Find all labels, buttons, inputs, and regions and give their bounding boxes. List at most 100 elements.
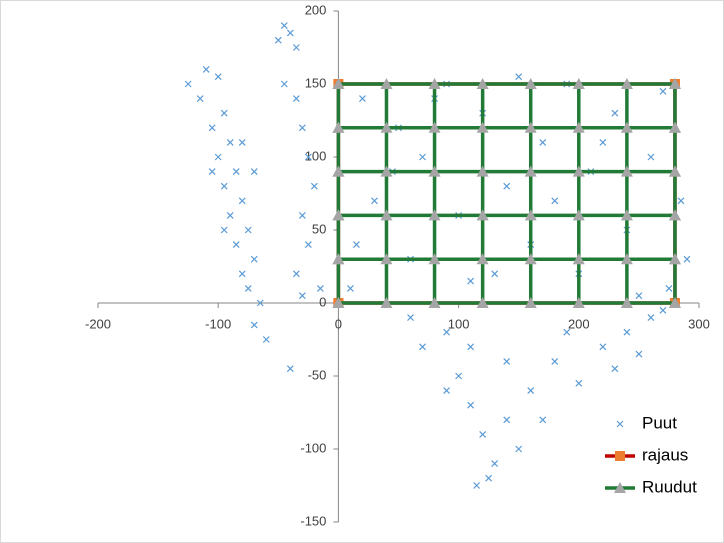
y-tick-label: 200 <box>305 2 327 17</box>
series-line <box>336 82 677 305</box>
series-marker <box>620 78 633 89</box>
series-marker <box>524 297 537 308</box>
tree-point <box>214 73 222 81</box>
tree-point <box>262 336 270 343</box>
tree-point <box>371 197 378 205</box>
series-marker <box>428 297 441 308</box>
legend-marker <box>615 451 625 461</box>
tree-point <box>503 357 511 365</box>
series-marker <box>572 209 585 221</box>
tree-point <box>232 168 240 176</box>
y-tick-label: 100 <box>305 148 327 163</box>
y-tick-label: 150 <box>305 75 327 90</box>
tree-point <box>346 284 354 292</box>
series-marker <box>524 165 537 177</box>
series-marker <box>380 121 393 133</box>
tree-point <box>226 138 234 146</box>
series-marker <box>428 253 441 265</box>
y-tick-label: 50 <box>312 221 326 236</box>
tree-point <box>220 226 228 234</box>
series-marker <box>332 253 345 265</box>
tree-point <box>298 211 306 219</box>
series-marker <box>668 297 681 308</box>
tree-point <box>256 299 264 307</box>
tree-point <box>539 416 547 424</box>
tree-point <box>304 153 312 161</box>
tree-point <box>298 292 306 300</box>
tree-point <box>184 80 192 88</box>
x-tick-label: 100 <box>448 316 470 331</box>
y-tick-label: -50 <box>308 367 327 382</box>
tree-point <box>443 328 451 336</box>
series-marker <box>668 209 681 221</box>
tree-point <box>467 277 475 285</box>
tree-point <box>551 197 559 205</box>
tree-point <box>238 270 246 278</box>
tree-point <box>292 95 300 103</box>
tree-point <box>250 168 258 176</box>
tree-point <box>274 36 282 44</box>
series-marker <box>332 78 345 89</box>
tree-point <box>611 109 619 117</box>
legend-label: Ruudut <box>642 477 697 496</box>
tree-point <box>503 182 511 190</box>
series-marker <box>332 165 345 177</box>
tree-point <box>599 138 607 146</box>
tree-point <box>659 306 667 314</box>
tree-point <box>286 29 294 37</box>
tree-point <box>208 168 216 176</box>
tree-point <box>515 445 523 453</box>
tree-point <box>298 124 306 132</box>
legend-marker <box>614 482 626 493</box>
tree-point <box>280 80 288 88</box>
tree-point <box>623 328 631 336</box>
tree-point <box>575 379 583 387</box>
tree-point <box>683 255 691 263</box>
tree-point <box>443 387 451 395</box>
tree-point <box>539 138 547 146</box>
series-marker <box>524 78 537 89</box>
series-marker <box>428 121 441 133</box>
legend-label: Puut <box>642 413 677 432</box>
series-marker <box>380 165 393 177</box>
tree-point <box>244 284 252 292</box>
series-marker <box>380 78 393 89</box>
series-marker <box>476 121 489 133</box>
tree-point <box>202 65 210 73</box>
series-marker <box>332 297 345 308</box>
series-marker <box>668 253 681 265</box>
series-marker <box>668 78 681 89</box>
tree-point <box>226 211 234 219</box>
x-tick-label: -100 <box>205 316 231 331</box>
tree-point <box>515 73 523 81</box>
series-marker <box>380 297 393 308</box>
tree-point <box>563 328 571 336</box>
series-marker <box>620 121 633 133</box>
tree-point <box>220 109 228 117</box>
tree-point <box>665 284 673 292</box>
tree-point <box>599 343 607 351</box>
tree-point <box>220 182 228 190</box>
tree-point <box>419 343 426 351</box>
series-marker <box>380 253 393 265</box>
series-marker <box>332 209 345 221</box>
tree-point <box>473 482 481 489</box>
tree-point <box>316 284 324 292</box>
series-marker <box>572 165 585 177</box>
x-tick-label: 200 <box>568 316 590 331</box>
tree-point <box>238 138 246 146</box>
tree-point <box>635 292 643 300</box>
series-marker <box>668 121 681 133</box>
tree-point <box>244 226 252 234</box>
tree-point <box>238 197 246 205</box>
series-marker <box>476 209 489 221</box>
tree-point <box>659 87 667 95</box>
series-marker <box>620 253 633 265</box>
tree-point <box>485 474 493 482</box>
tree-point <box>304 241 312 249</box>
x-tick-label: 0 <box>335 316 342 331</box>
tree-point <box>647 153 655 161</box>
tree-point <box>250 321 258 329</box>
y-tick-label: -100 <box>300 440 326 455</box>
